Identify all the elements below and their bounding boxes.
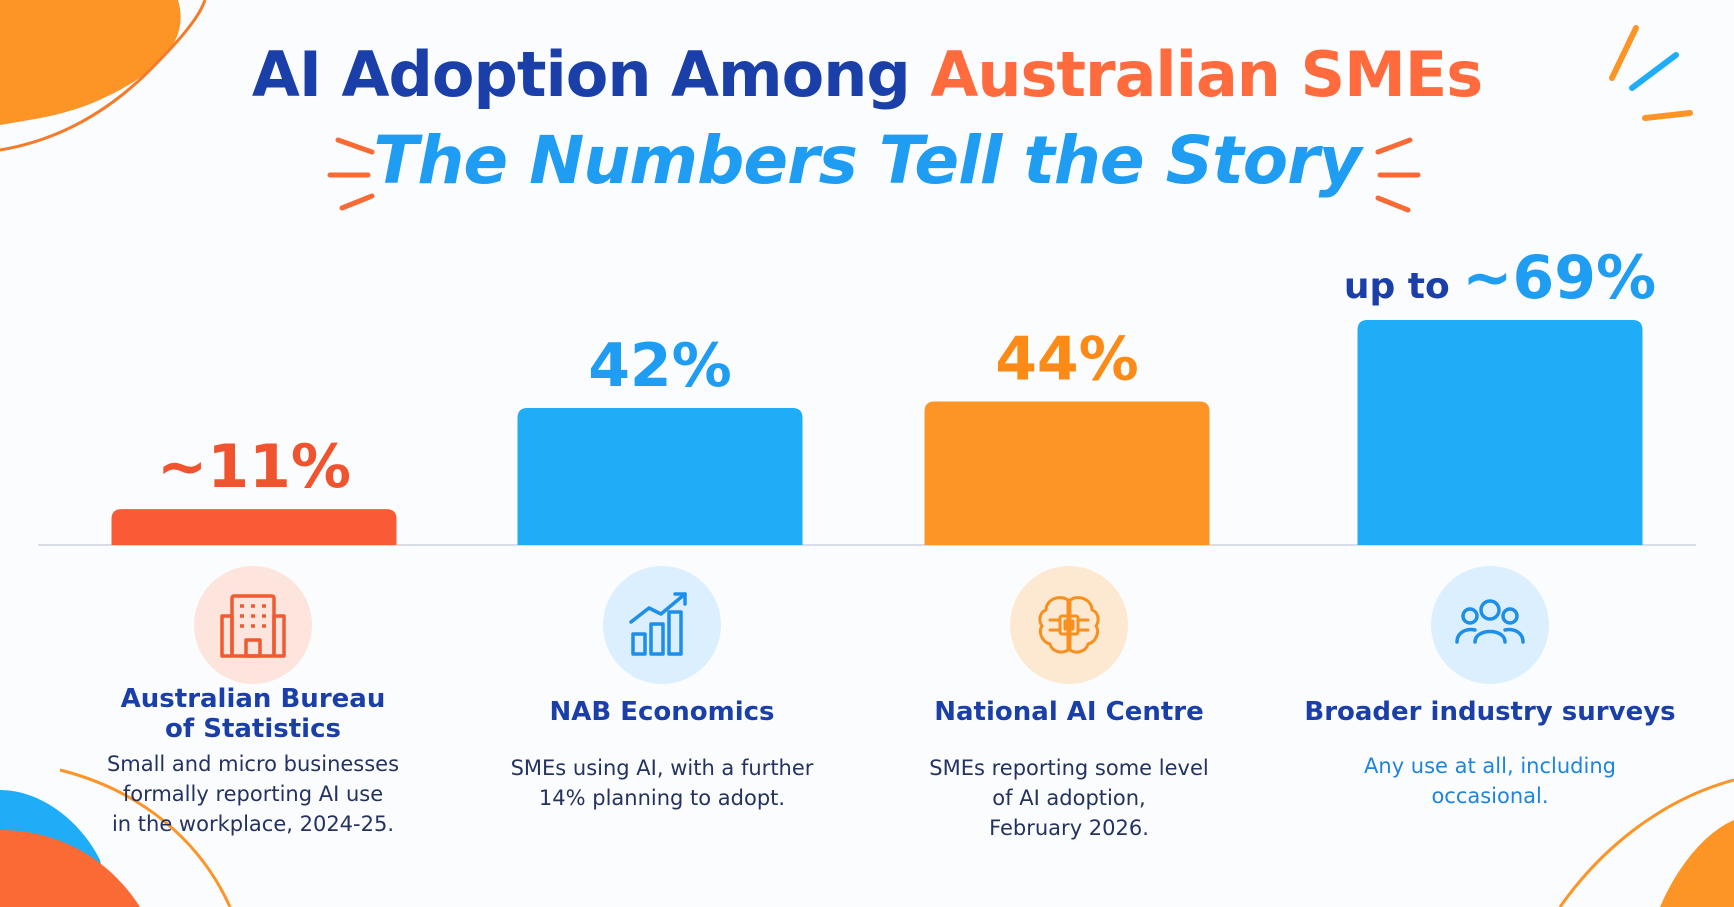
bar-3	[924, 401, 1210, 545]
source-desc-2-line-2: 14% planning to adopt.	[538, 786, 786, 810]
source-desc-3-line-1: SMEs reporting some level	[929, 756, 1209, 780]
bar-value-text-3: 44%	[995, 325, 1139, 395]
source-icon-circle-3	[1010, 566, 1128, 684]
title-part-1: AI Adoption Among	[251, 38, 931, 111]
source-desc-4-line-1: Any use at all, including	[1364, 754, 1616, 778]
bottom-left-swirl	[59, 768, 232, 907]
source-desc-1-line-3: in the workplace, 2024-25.	[111, 812, 395, 836]
bar-2	[517, 408, 803, 545]
top-left-swirl	[0, 0, 207, 152]
bottom-left-blob-orange	[0, 830, 140, 907]
subtitle-spark-right-3	[1375, 195, 1411, 213]
source-name-2: NAB Economics	[549, 697, 775, 727]
source-desc-2-line-1: SMEs using AI, with a further	[510, 756, 814, 780]
source-desc-3-line-3: February 2026.	[989, 816, 1149, 840]
bar-value-text-4: ~69%	[1462, 243, 1656, 313]
source-icon-circle-4	[1431, 566, 1549, 684]
bar-4	[1357, 320, 1643, 545]
bar-value-text-2: 42%	[588, 331, 732, 401]
subtitle-spark-left-3	[339, 193, 375, 211]
people-group-icon	[1455, 599, 1525, 644]
top-left-blob	[0, 0, 181, 125]
source-name-1-line-2: of Statistics	[165, 714, 341, 744]
source-desc-3: SMEs reporting some level of AI adoption…	[879, 753, 1259, 843]
source-desc-4-line-2: occasional.	[1431, 784, 1549, 808]
growth-chart-icon	[629, 592, 687, 656]
bottom-right-blob	[1660, 820, 1734, 907]
source-desc-1-line-1: Small and micro businesses	[106, 752, 400, 776]
spark-line-1	[1609, 25, 1639, 81]
bar-1	[111, 509, 397, 545]
source-name-1-line-1: Australian Bureau	[120, 684, 386, 714]
subtitle-spark-right-1	[1375, 137, 1413, 155]
bar-value-label-1: ~11%	[157, 432, 351, 502]
source-name-1: Australian Bureau of Statistics	[63, 684, 443, 744]
source-desc-1: Small and micro businesses formally repo…	[63, 749, 443, 839]
source-desc-4: Any use at all, including occasional.	[1300, 751, 1680, 811]
bar-value-label-4: up to ~69%	[1344, 243, 1656, 313]
building-icon	[220, 594, 286, 658]
bottom-right-swirl	[1558, 778, 1734, 907]
bar-value-prefix-4: up to	[1344, 266, 1462, 307]
spark-line-2	[1629, 52, 1679, 91]
spark-line-3	[1642, 110, 1693, 121]
source-name-4: Broader industry surveys	[1304, 697, 1676, 727]
subtitle-spark-left-1	[335, 137, 375, 155]
source-icon-circle-1	[194, 566, 312, 684]
source-icon-circle-2	[603, 566, 721, 684]
bar-value-text-1: ~11%	[157, 432, 351, 502]
bar-value-label-2: 42%	[588, 331, 732, 401]
source-desc-2: SMEs using AI, with a further 14% planni…	[472, 753, 852, 813]
source-desc-1-line-2: formally reporting AI use	[122, 782, 384, 806]
page-subtitle: The Numbers Tell the Story	[373, 122, 1361, 199]
source-desc-3-line-2: of AI adoption,	[992, 786, 1146, 810]
source-name-3: National AI Centre	[934, 697, 1204, 727]
ai-chip-brain-icon	[1038, 596, 1100, 654]
bar-value-label-3: 44%	[995, 325, 1139, 395]
title-part-2: Australian SMEs	[930, 38, 1483, 111]
page-title: AI Adoption Among Australian SMEs	[0, 38, 1734, 111]
